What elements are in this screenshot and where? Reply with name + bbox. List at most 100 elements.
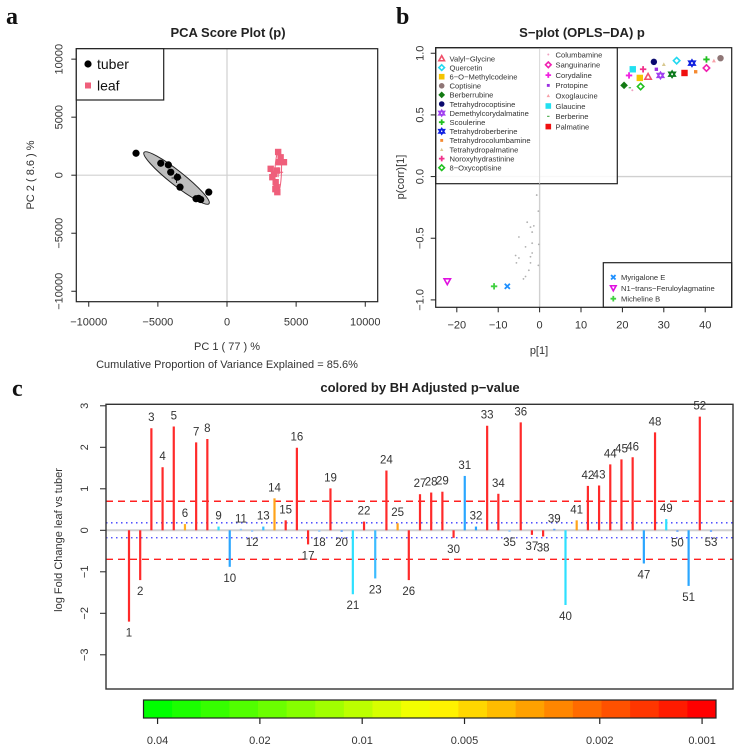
fold-bar-label-16: 16 (290, 432, 303, 444)
legend-marker-corydaline (545, 72, 552, 78)
tuber-point-shape (205, 188, 213, 196)
legend-marker-demethylcorydalmatine-shape (437, 110, 446, 118)
point-columbamine (631, 89, 634, 92)
splot-ytick-label: 1.0 (415, 46, 427, 61)
splot-legend-bottom-right: Myrigalone E N1−trans−Feruloylagmatine Mic… (602, 262, 733, 308)
point-demethylcorydalmatine-shape (655, 72, 666, 81)
point-scoulerine (703, 56, 710, 63)
fold-bar-label-3: 3 (148, 412, 154, 424)
fold-bar-label-33: 33 (481, 410, 494, 422)
fold-ytick-label: 1 (79, 486, 91, 492)
splot-grey-point (529, 255, 532, 258)
splot-xtick-label: −20 (447, 319, 466, 331)
splot-grey-point (514, 254, 517, 257)
pca-xtick-label: 10000 (350, 317, 381, 329)
colorbar-tick-label: 0.01 (351, 735, 372, 747)
splot-grey-point (518, 257, 520, 259)
tuber-point (164, 161, 172, 169)
legend-label-scoulerine: Scoulerine (450, 118, 486, 127)
fold-bar-label-5: 5 (171, 411, 177, 423)
splot-grey-point (529, 226, 532, 229)
fold-bar-label-15: 15 (279, 504, 292, 516)
point-oxoglaucine (711, 58, 716, 63)
legend-marker-corydaline-shape (545, 72, 552, 78)
legend-marker-tetrahydrocoptisine-shape (438, 101, 445, 107)
p-value-colorbar: 0.04 0.02 0.01 0.005 0.002 0.001 (142, 699, 717, 747)
splot-plot-frame (435, 47, 733, 308)
legend-marker-myrigalone-e-shape (610, 274, 617, 281)
point-berberrubine-shape (620, 81, 628, 90)
leaf-point-shape (272, 185, 279, 193)
point-corydaline-shape (625, 72, 633, 79)
leaf-point (272, 185, 279, 193)
tuber-point (167, 168, 175, 176)
pca-legend: tuber leaf (75, 48, 165, 101)
fold-bar-label-4: 4 (159, 451, 166, 463)
fold-bar-label-18: 18 (313, 537, 326, 549)
point-tetrahydropalmatine (661, 62, 666, 67)
splot-grey-point (535, 194, 538, 196)
colorbar-cell (487, 700, 517, 718)
splot-grey-point (531, 252, 534, 254)
legend-label-sanguinarine: Sanguinarine (556, 61, 601, 70)
tuber-point-shape (176, 183, 184, 191)
legend-marker-n1-trans-feruloylagmatine (609, 284, 618, 293)
point-6-o-methylcodeine (636, 74, 643, 82)
legend-marker-scoulerine (438, 119, 445, 125)
point-protopine-shape (654, 67, 659, 71)
legend-marker-coptisine-shape (438, 83, 445, 89)
fold-bar-label-36: 36 (514, 406, 527, 418)
legend-marker-protopine (546, 83, 550, 87)
fold-ytick-label: −3 (79, 649, 91, 662)
point-6-o-methylcodeine-shape (636, 74, 643, 82)
fold-bar-label-14: 14 (268, 482, 281, 494)
legend-marker-micheline-b-shape (610, 295, 617, 302)
legend-label-valyl-glycine: Valyl−Glycine (450, 54, 496, 63)
point-quercetin (672, 56, 681, 65)
fold-bar-label-51: 51 (682, 592, 695, 604)
legend-marker-tetrahydropalmatine-shape (440, 147, 444, 151)
point-glaucine-shape (629, 66, 636, 73)
colorbar-tick-label: 0.04 (147, 735, 168, 747)
legend-label-myrigalone-e: Myrigalone E (621, 273, 665, 282)
splot-ylabel: p(corr)[1] (395, 155, 407, 200)
fold-bar-label-38: 38 (537, 543, 550, 555)
point-valyl-glycine-shape (643, 71, 653, 81)
colorbar-cell (286, 700, 316, 718)
fold-bar-label-1: 1 (126, 628, 132, 640)
tuber-point (195, 194, 203, 203)
point-tetrahydroberberine-shape (687, 60, 697, 68)
legend-marker-noroxyhydrastinine-shape (438, 155, 445, 162)
tuber-point-shape (195, 194, 203, 203)
fold-bar-label-22: 22 (358, 506, 371, 518)
point-demethylcorydalmatine (655, 70, 666, 81)
legend-label-berberrubine: Berberrubine (450, 91, 494, 100)
s-plot: S−plot (OPLS−DA) p p[1] p(corr)[1] −20 −1… (395, 25, 733, 357)
fold-bar-label-13: 13 (257, 511, 270, 523)
legend-marker-berberrubine (438, 91, 446, 99)
fold-ytick-label: −2 (79, 607, 91, 620)
splot-ytick-label: −1.0 (415, 289, 427, 311)
legend-marker-tetrahydrocolumbamine-shape (440, 138, 444, 142)
point-tetrahydropalmatine-shape (661, 62, 666, 67)
splot-grey-point (527, 269, 530, 272)
legend-marker-tetrahydrocolumbamine (440, 138, 444, 142)
splot-xlabel: p[1] (530, 345, 548, 357)
legend-tuber-label: tuber (97, 56, 129, 72)
leaf-point-shape (273, 167, 281, 174)
fold-bar-label-8: 8 (204, 423, 210, 435)
point-columbamine-shape (631, 89, 634, 92)
legend-label-noroxyhydrastinine: Noroxyhydrastinine (450, 154, 515, 163)
legend-marker-n1-trans-feruloylagmatine-shape (609, 284, 618, 293)
pca-xtick-label: 5000 (284, 317, 308, 329)
fold-bar-label-6: 6 (182, 508, 188, 520)
pca-title: PCA Score Plot (p) (170, 25, 285, 40)
point-coptisine (717, 54, 724, 62)
colorbar-cell (601, 700, 631, 718)
point-protopine (654, 67, 659, 71)
fold-change-plot: colored by BH Adjusted p−value log Fold … (53, 380, 734, 747)
legend-leaf-label: leaf (97, 78, 120, 94)
splot-xtick-label: 10 (575, 319, 587, 331)
legend-marker-tetrahydropalmatine (440, 147, 444, 151)
legend-label-n1-trans-feruloylagmatine: N1−trans−Feruloylagmatine (621, 284, 715, 293)
